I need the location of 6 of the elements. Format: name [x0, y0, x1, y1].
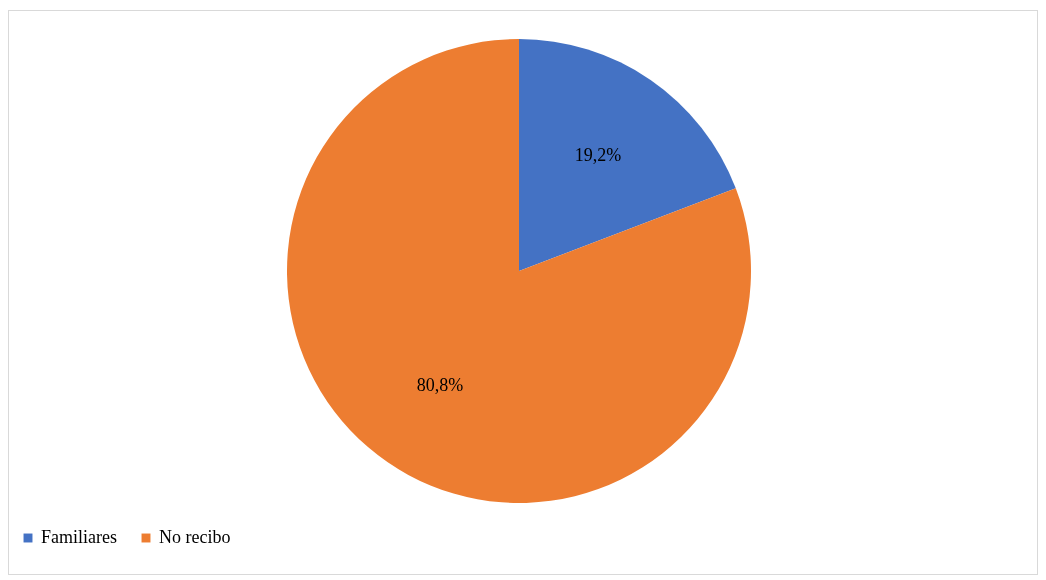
pie-slice	[287, 39, 751, 503]
legend-label: No recibo	[159, 527, 231, 547]
legend-label: Familiares	[41, 527, 117, 547]
data-label: 19,2%	[574, 145, 622, 166]
pie-slice	[519, 39, 736, 271]
data-label: 80,8%	[416, 374, 464, 395]
